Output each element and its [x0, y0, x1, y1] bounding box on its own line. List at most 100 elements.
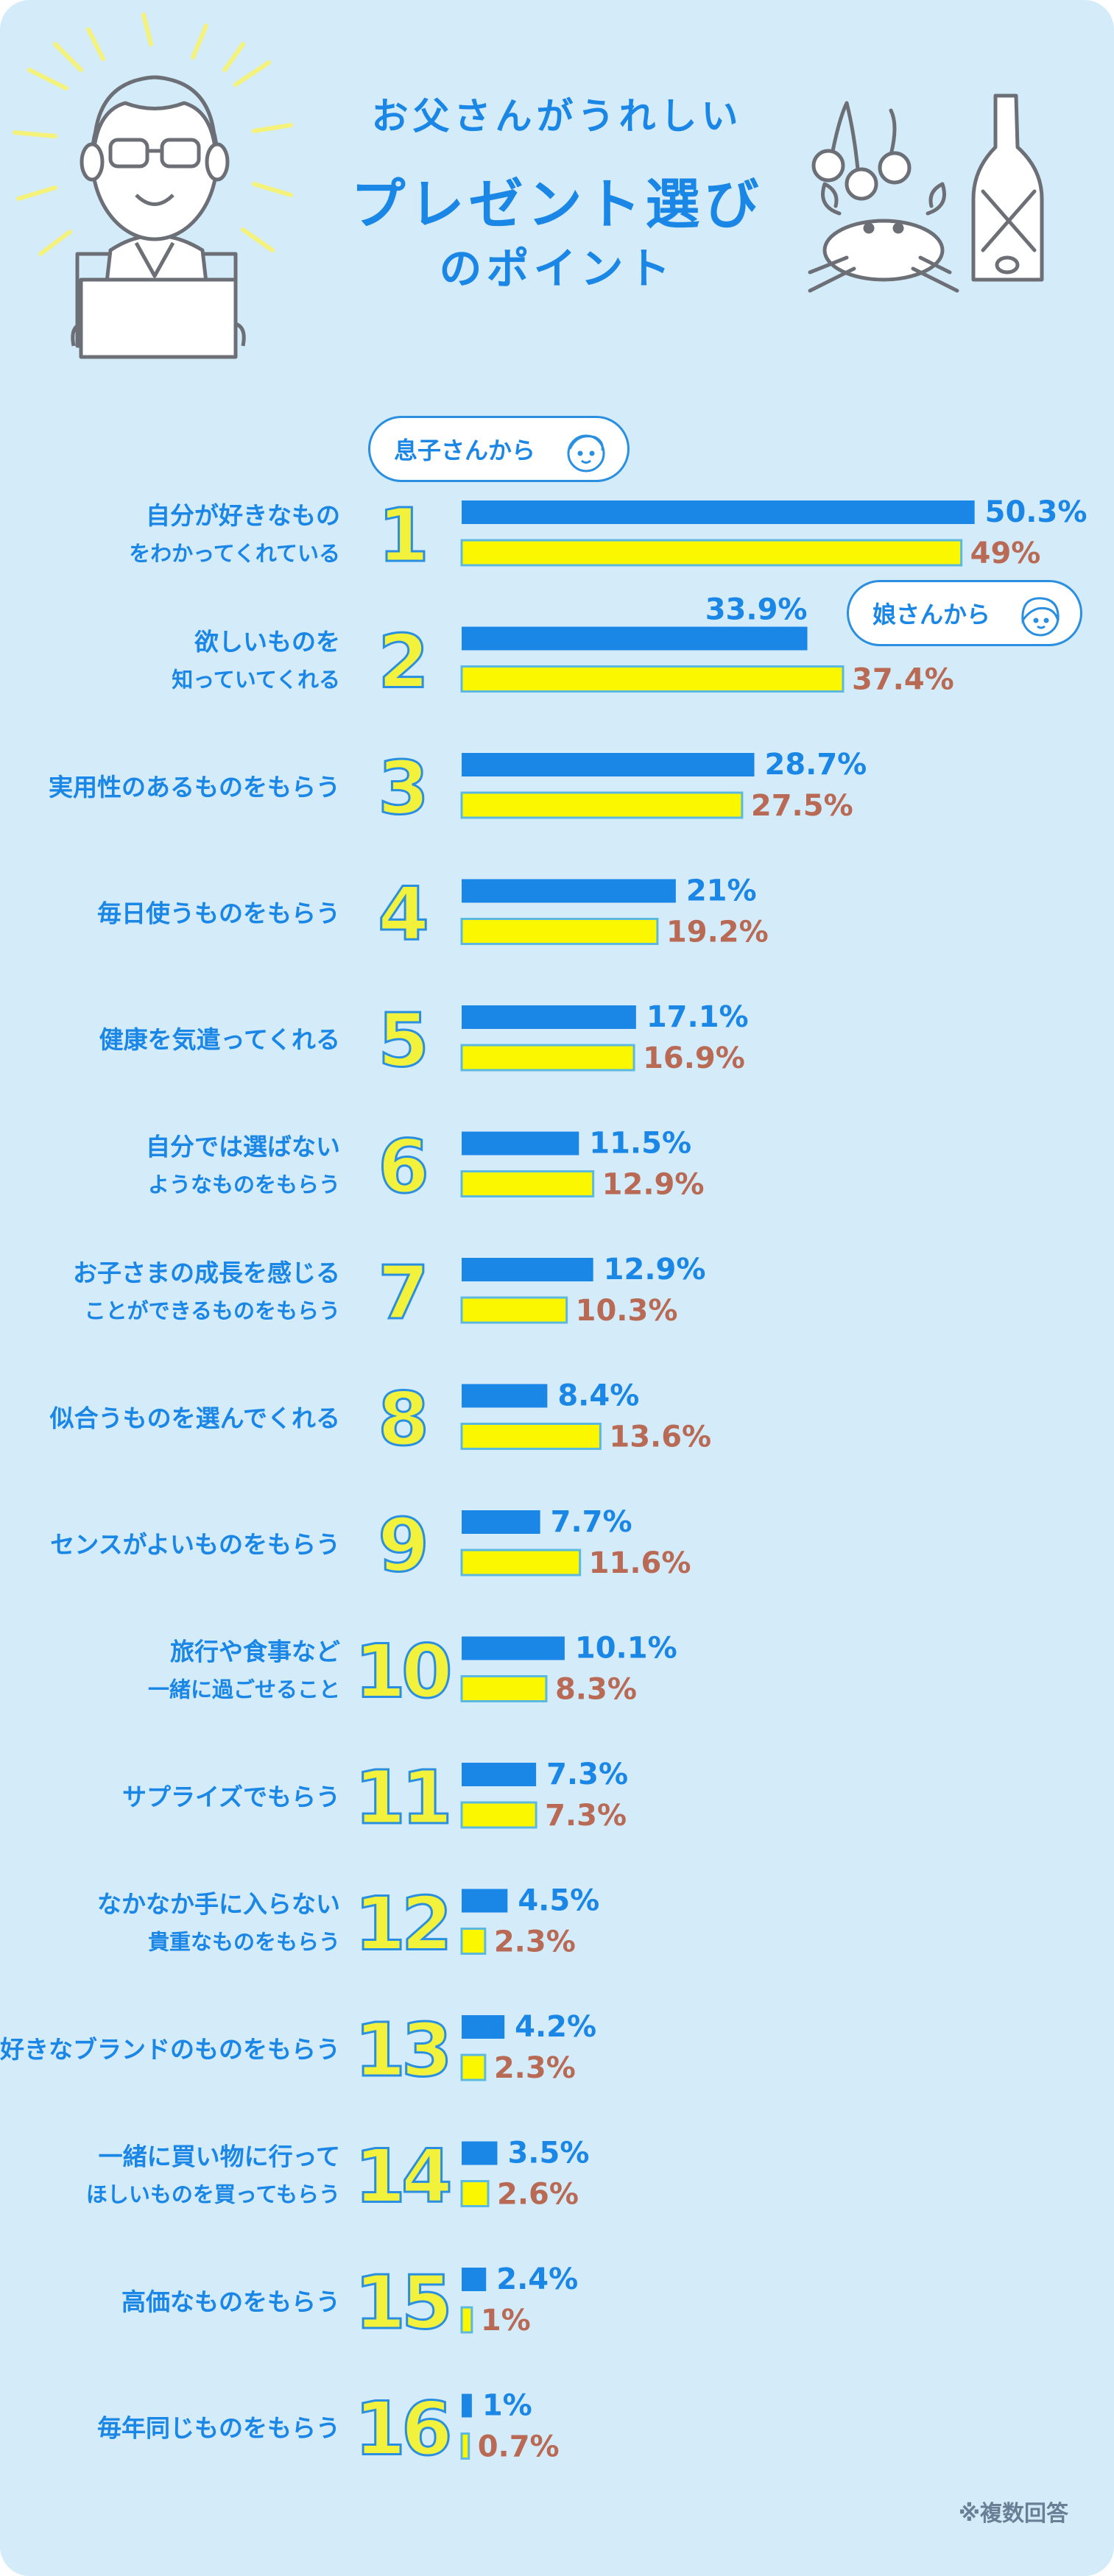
- daughter-bar: [460, 1296, 568, 1324]
- category-label: 知っていてくれる: [172, 668, 340, 693]
- rank-number: 3: [378, 745, 425, 831]
- father-illustration: [13, 13, 293, 359]
- daughter-bar: [460, 918, 659, 945]
- rank-number: 11: [354, 1755, 448, 1841]
- daughter-value-label: 2.3%: [494, 2051, 576, 2085]
- daughter-value-label: 8.3%: [555, 1673, 637, 1707]
- son-value-label: 12.9%: [604, 1253, 706, 1287]
- daughter-value-label: 7.3%: [545, 1799, 627, 1833]
- son-bar: [462, 753, 755, 776]
- daughter-legend-bubble: 娘さんから: [847, 580, 1082, 646]
- daughter-value-label: 1%: [481, 2304, 531, 2338]
- daughter-bar: [460, 1928, 487, 1955]
- footnote: ※複数回答: [958, 2501, 1068, 2527]
- category-label: 毎年同じものをもらう: [97, 2414, 340, 2443]
- daughter-value-label: 19.2%: [666, 916, 769, 949]
- son-value-label: 4.2%: [515, 2010, 596, 2044]
- title-line-2: プレゼント選び: [350, 173, 764, 236]
- son-legend-bubble: 息子さんから: [368, 416, 630, 482]
- son-value-label: 1%: [482, 2389, 532, 2423]
- son-bar: [462, 1384, 548, 1408]
- category-label: サプライズでもらう: [122, 1783, 340, 1811]
- category-label: お子さまの成長を感じる: [73, 1259, 340, 1287]
- category-label: 好きなブランドのものをもらう: [0, 2035, 340, 2064]
- son-value-label: 3.5%: [507, 2137, 589, 2170]
- daughter-bar: [460, 791, 744, 819]
- category-label: 健康を気遣ってくれる: [99, 1025, 340, 1054]
- category-label: 実用性のあるものをもらう: [49, 773, 340, 802]
- son-bar: [462, 1005, 636, 1029]
- daughter-bar: [460, 1675, 548, 1702]
- category-label: 一緒に過ごせること: [148, 1677, 340, 1702]
- category-label: ほしいものを買ってもらう: [86, 2182, 340, 2207]
- daughter-bar: [460, 2180, 490, 2207]
- category-label: 一緒に買い物に行って: [99, 2142, 340, 2171]
- son-bar: [462, 1889, 508, 1913]
- daughter-value-label: 49%: [970, 537, 1041, 570]
- son-value-label: 50.3%: [985, 495, 1087, 529]
- daughter-value-label: 27.5%: [751, 789, 853, 823]
- son-value-label: 17.1%: [646, 1000, 749, 1034]
- daughter-value-label: 0.7%: [478, 2430, 560, 2464]
- daughter-face-icon: [1021, 597, 1060, 637]
- rank-number: 8: [378, 1376, 425, 1462]
- son-value-label: 7.7%: [551, 1505, 632, 1539]
- rank-number: 16: [354, 2386, 449, 2472]
- son-bar: [462, 1510, 540, 1534]
- category-label: をわかってくれている: [129, 541, 340, 566]
- rank-number: 4: [378, 871, 426, 958]
- title-line-3: のポイント: [439, 244, 675, 294]
- rank-number: 15: [354, 2260, 448, 2346]
- rank-number: 13: [354, 2007, 448, 2093]
- daughter-value-label: 13.6%: [609, 1420, 711, 1454]
- rank-number: 14: [354, 2134, 449, 2220]
- category-label: 欲しいものを: [194, 628, 340, 657]
- son-bar: [462, 2015, 505, 2039]
- category-label: 旅行や食事など: [170, 1638, 340, 1666]
- category-label: ようなものをもらう: [148, 1172, 340, 1197]
- rank-number: 1: [378, 492, 425, 578]
- son-bar: [462, 626, 808, 651]
- daughter-value-label: 16.9%: [643, 1041, 745, 1075]
- daughter-value-label: 12.9%: [602, 1168, 705, 1202]
- daughter-value-label: 2.3%: [494, 1925, 576, 1959]
- category-label: ことができるものをもらう: [85, 1298, 340, 1323]
- son-bar: [462, 2268, 487, 2291]
- daughter-bar: [460, 2306, 473, 2334]
- daughter-bar: [460, 1801, 537, 1829]
- category-label: 自分が好きなもの: [146, 501, 340, 530]
- daughter-bar: [460, 2053, 487, 2081]
- category-label: なかなか手に入らない: [97, 1890, 340, 1919]
- daughter-bar: [460, 1170, 595, 1197]
- daughter-bar: [460, 1549, 582, 1577]
- son-bar: [462, 879, 676, 903]
- son-bar: [462, 500, 975, 524]
- category-label: 似合うものを選んでくれる: [49, 1404, 340, 1433]
- son-bar: [462, 1763, 537, 1786]
- rank-number: 2: [378, 619, 425, 705]
- rank-number: 10: [354, 1629, 449, 1715]
- category-label: 高価なものをもらう: [121, 2287, 340, 2316]
- son-value-label: 11.5%: [589, 1127, 691, 1161]
- son-value-label: 28.7%: [764, 748, 867, 782]
- category-label: 毎日使うものをもらう: [97, 899, 340, 928]
- son-value-label: 8.4%: [557, 1379, 639, 1413]
- rank-number: 9: [378, 1502, 425, 1588]
- daughter-bar: [460, 1044, 635, 1072]
- son-value-label: 4.5%: [518, 1884, 599, 1918]
- son-value-label: 10.1%: [575, 1632, 677, 1666]
- son-legend-label: 息子さんから: [394, 436, 536, 464]
- rank-number: 5: [378, 997, 425, 1083]
- son-bar: [462, 1131, 579, 1156]
- category-label: 自分では選ばない: [146, 1133, 340, 1161]
- daughter-bar: [460, 1423, 602, 1450]
- son-value-label: 33.9%: [705, 593, 808, 627]
- category-label: センスがよいものをもらう: [50, 1530, 340, 1559]
- son-value-label: 21%: [686, 874, 757, 908]
- daughter-legend-label: 娘さんから: [872, 601, 991, 629]
- son-bar: [462, 1636, 565, 1660]
- daughter-value-label: 11.6%: [589, 1546, 691, 1580]
- daughter-bar: [460, 665, 845, 693]
